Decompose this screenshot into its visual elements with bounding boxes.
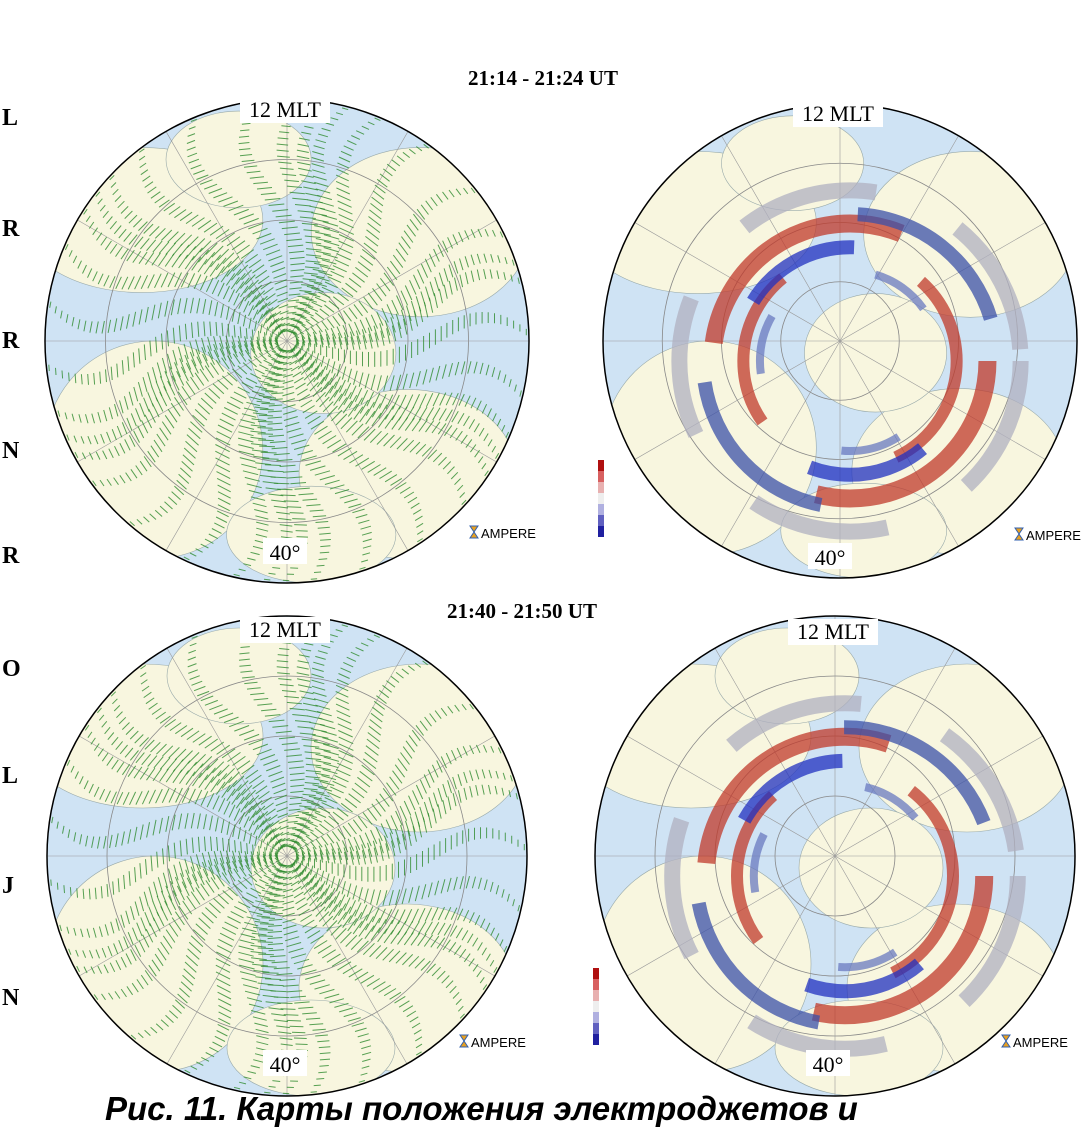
polar-map [23,616,527,1096]
side-label: J [2,873,14,899]
color-bar [593,968,599,1045]
logo-icon [470,526,478,538]
logo-text: AMPERE [481,526,536,541]
logo-text: AMPERE [471,1035,526,1050]
mlt-label: 12 MLT [797,619,869,644]
land [804,294,946,413]
side-label: L [2,105,18,131]
side-label: N [2,438,20,464]
caption: Рис. 11. Карты положения электроджетов и [105,1090,858,1127]
color-bar-step [593,979,599,990]
land [799,808,943,928]
side-label: O [2,656,21,682]
logo-text: AMPERE [1026,528,1081,543]
side-label: R [2,216,20,242]
color-bar-step [593,1023,599,1034]
lat-label: 40° [815,545,846,570]
color-bar-step [593,1001,599,1012]
panel-title: 21:14 - 21:24 UT [468,66,618,90]
lat-label: 40° [270,1052,301,1077]
land [311,147,529,316]
polar-map [21,99,529,583]
color-bar-step [593,990,599,1001]
side-label: L [2,763,18,789]
logo-text: AMPERE [1013,1035,1068,1050]
logo-icon [460,1035,468,1047]
color-bar-step [593,1034,599,1045]
mlt-label: 12 MLT [802,101,874,126]
side-label: R [2,543,20,569]
page: 21:14 - 21:24 UT 12 MLT 40° AMPERE 12 MLT 40°… [0,0,1090,1143]
mlt-label: 12 MLT [249,617,321,642]
side-label: N [2,985,20,1011]
lat-label: 40° [270,540,301,565]
color-bar-step [598,493,604,504]
polar-map [571,616,1075,1096]
color-bar-step [598,526,604,537]
logo-icon [1002,1035,1010,1047]
logo-icon [1015,528,1023,540]
land [251,293,396,414]
color-bar-step [598,460,604,471]
color-bar-step [598,482,604,493]
maps [21,99,1077,1096]
color-bar-step [593,1012,599,1023]
side-label: R [2,328,20,354]
figure: 21:14 - 21:24 UT 12 MLT 40° AMPERE 12 MLT 40°… [0,0,1090,1143]
land [311,664,527,832]
color-bar-step [598,504,604,515]
lat-label: 40° [813,1052,844,1077]
mlt-label: 12 MLT [249,97,321,122]
color-bar-step [593,968,599,979]
polar-map [579,104,1077,578]
panel-title: 21:40 - 21:50 UT [447,599,597,623]
color-bar-step [598,515,604,526]
color-bar [598,460,604,537]
color-bar-step [598,471,604,482]
